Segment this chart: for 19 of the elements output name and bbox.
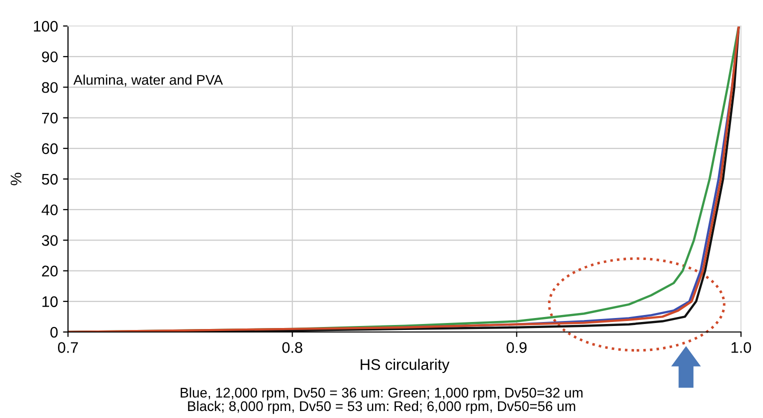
y-tick-label: 70 (42, 112, 58, 124)
y-tick-label: 10 (42, 296, 58, 308)
y-tick-label: 20 (42, 266, 58, 276)
y-tick-label: 60 (42, 143, 58, 154)
y-tick-label: 100 (34, 20, 58, 32)
x-tick-label: 0.9 (506, 342, 527, 353)
text: Blue, 12,000 rpm, Dv50 = 36 um: Green; 1,000 rpm, Dv50=32 um Black; 8,000 rpm, Dv50 = 53 um: Red; 6,000 rpm, Dv50=56 um (180, 387, 582, 414)
y-tick-label: 80 (42, 82, 58, 93)
x-axis-title: HS circularity (360, 358, 450, 373)
y-tick-label: 0 (50, 326, 58, 338)
x-tick-label: 0.8 (282, 342, 302, 353)
x-tick-label: 0.7 (58, 342, 78, 353)
y-tick-label: 40 (42, 204, 58, 216)
y-tick-label: 90 (42, 51, 58, 62)
y-axis-title: % (10, 172, 22, 186)
x-tick-label: 1.0 (732, 342, 752, 353)
y-tick-label: 50 (42, 174, 58, 185)
annotation: Alumina, water and PVA (73, 74, 223, 86)
y-tick-label: 30 (42, 235, 58, 246)
